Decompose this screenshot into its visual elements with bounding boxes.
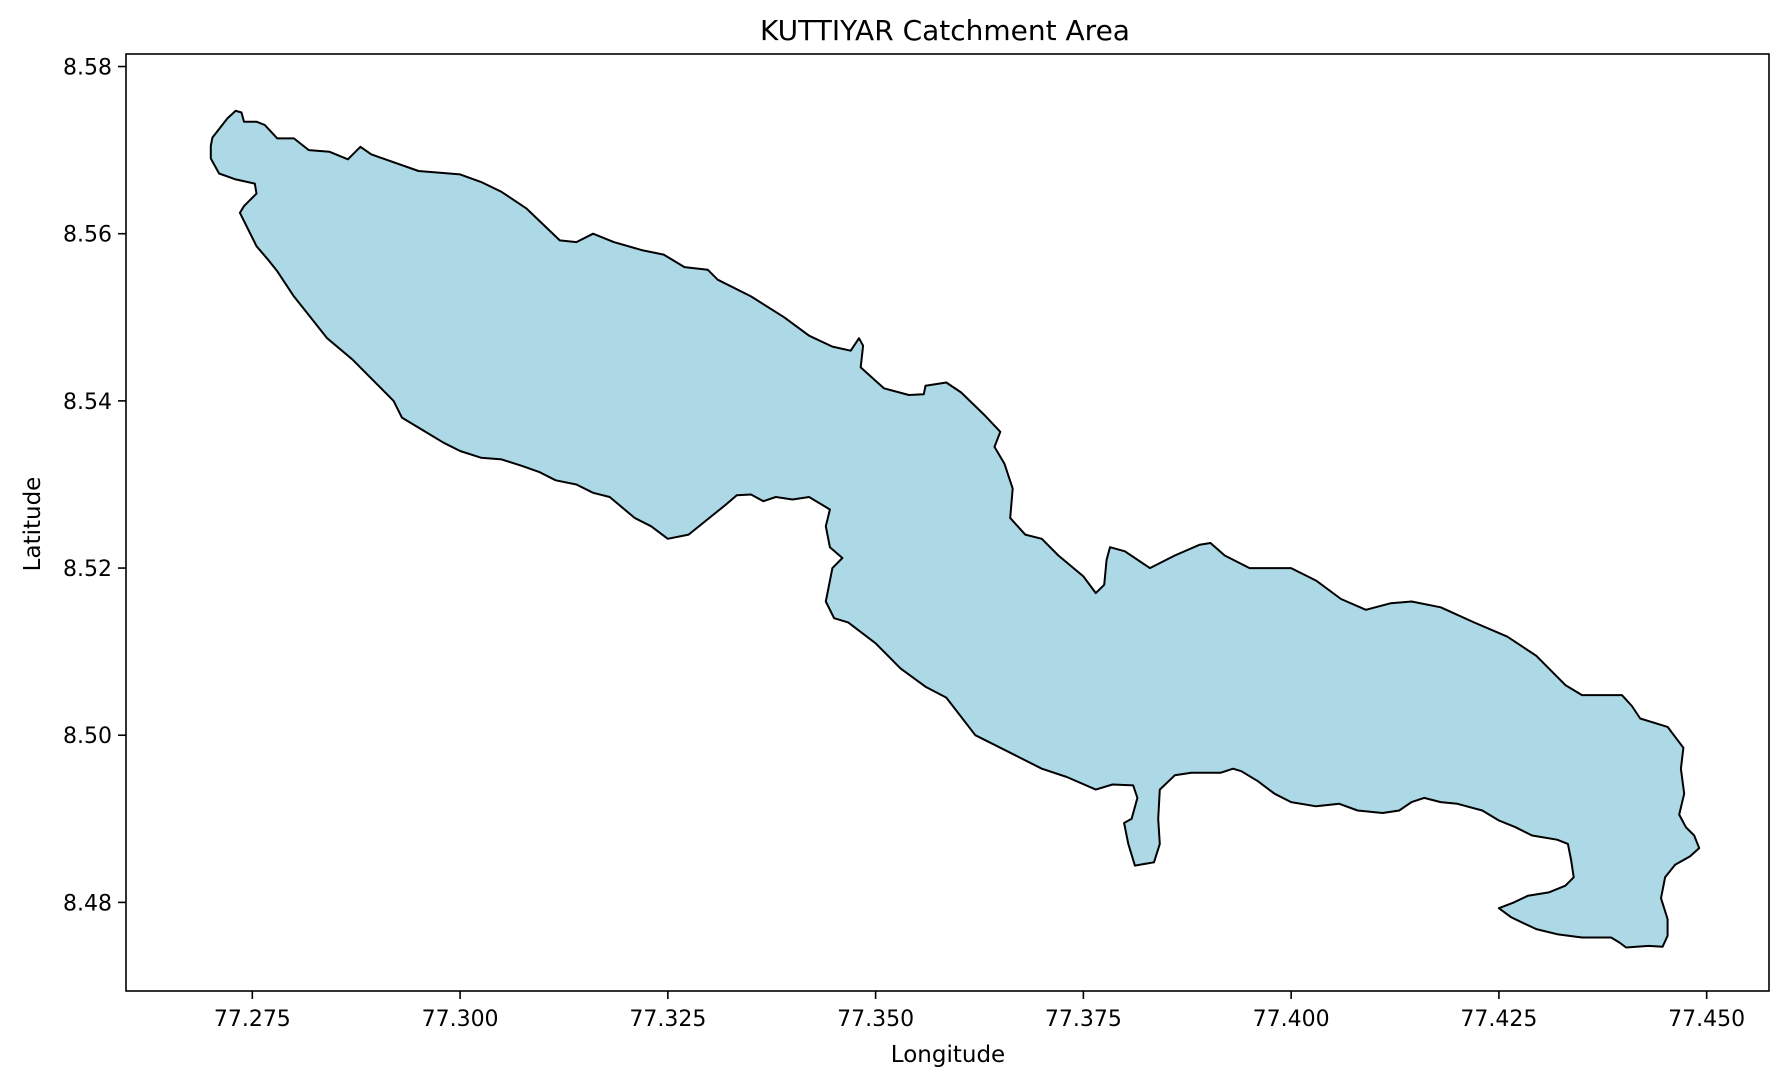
x-tick-label: 77.300 xyxy=(422,1007,499,1032)
x-tick-label: 77.425 xyxy=(1460,1007,1537,1032)
y-axis-label: Latitude xyxy=(20,477,46,572)
y-tick-label: 8.52 xyxy=(63,557,112,582)
plot-area xyxy=(209,109,1701,949)
x-axis-label: Longitude xyxy=(891,1042,1005,1068)
catchment-polygon xyxy=(209,109,1701,949)
y-tick-label: 8.50 xyxy=(63,724,112,749)
y-tick-label: 8.56 xyxy=(63,223,112,248)
x-tick-label: 77.400 xyxy=(1253,1007,1330,1032)
x-tick-label: 77.375 xyxy=(1045,1007,1122,1032)
x-tick-label: 77.350 xyxy=(837,1007,914,1032)
chart-title: KUTTIYAR Catchment Area xyxy=(760,14,1130,47)
x-tick-label: 77.450 xyxy=(1668,1007,1745,1032)
x-tick-label: 77.275 xyxy=(214,1007,291,1032)
y-axis-ticks: 8.48 8.50 8.52 8.54 8.56 8.58 xyxy=(63,56,126,916)
axes-frame xyxy=(125,53,1770,992)
y-tick-label: 8.54 xyxy=(63,390,112,415)
y-tick-label: 8.48 xyxy=(63,891,112,916)
x-axis-ticks: 77.275 77.300 77.325 77.350 77.375 77.400 77.4… xyxy=(214,991,1745,1032)
x-tick-label: 77.325 xyxy=(629,1007,706,1032)
y-tick-label: 8.58 xyxy=(63,56,112,81)
